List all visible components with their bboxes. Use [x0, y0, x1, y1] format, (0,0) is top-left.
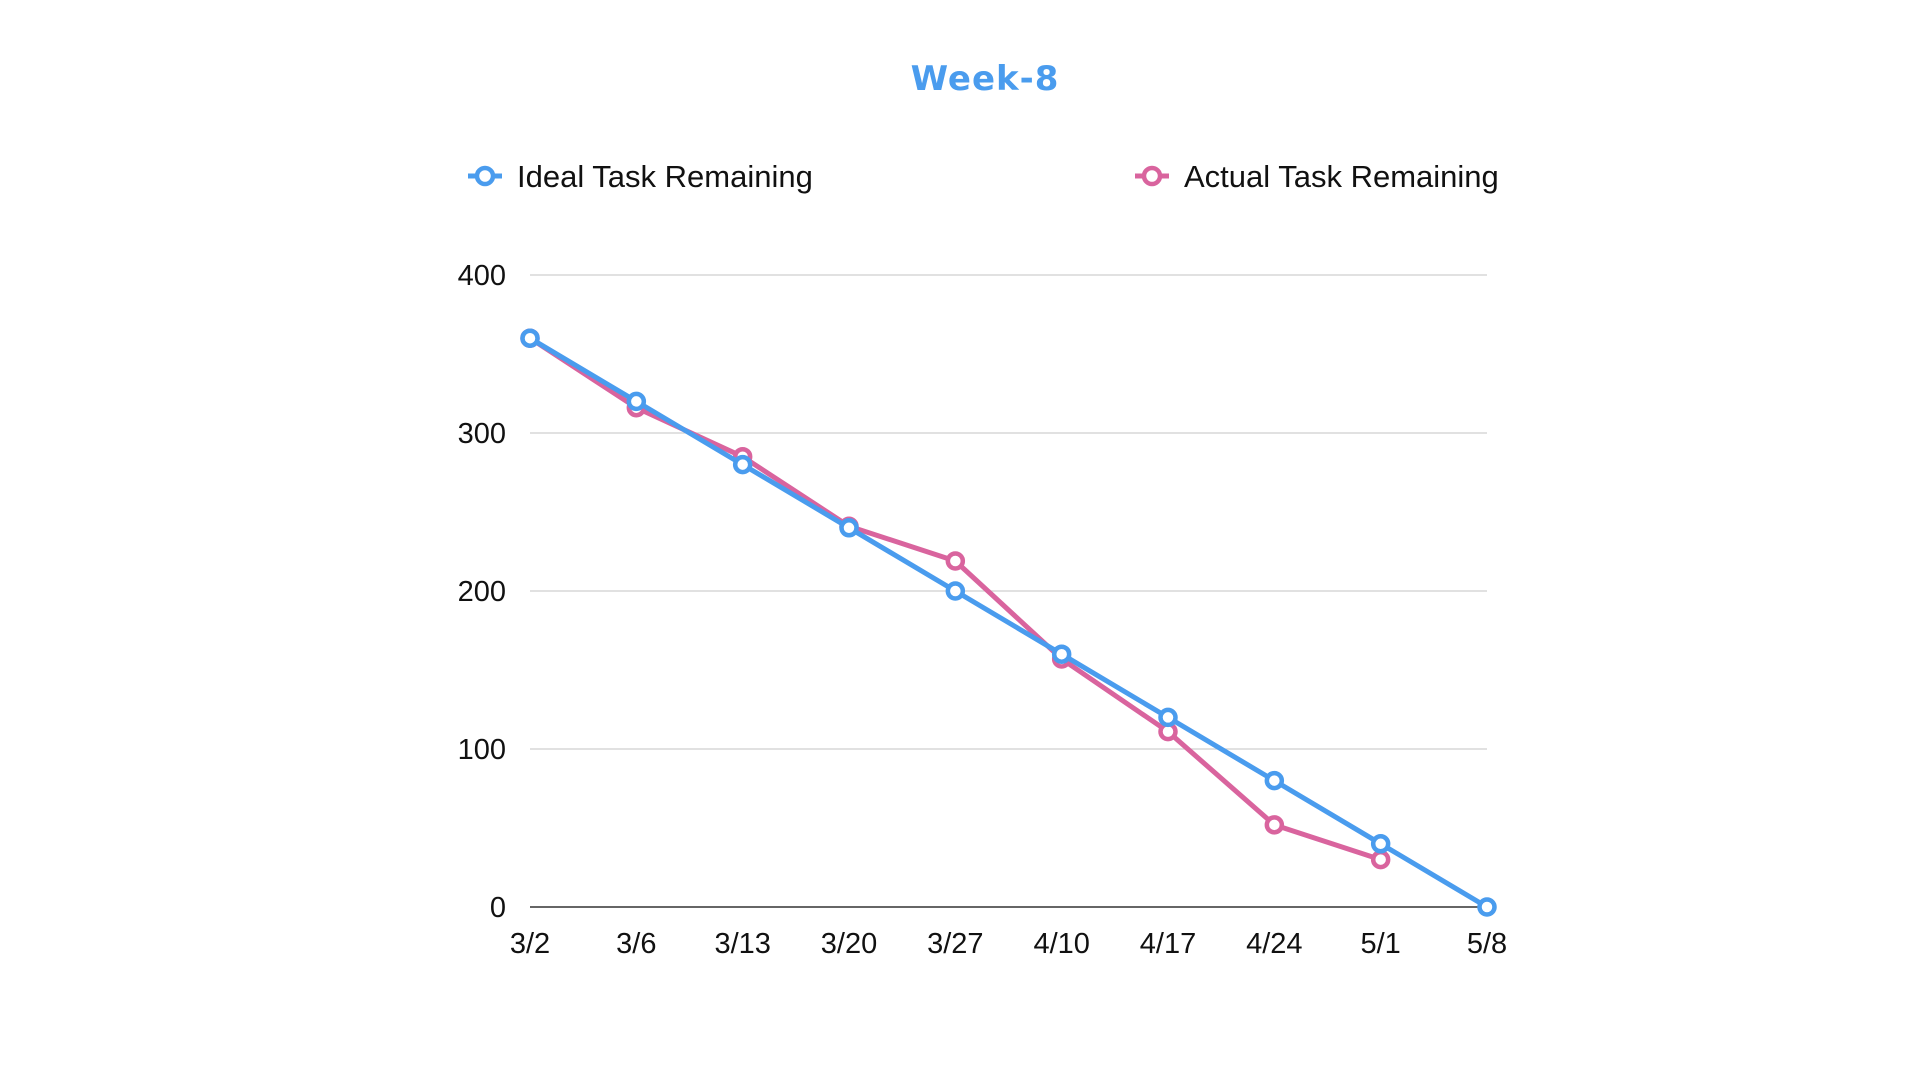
chart-title: Week-8: [911, 59, 1060, 99]
x-tick-label: 4/10: [1033, 928, 1089, 960]
x-tick-label: 4/24: [1246, 928, 1302, 960]
x-tick-label: 3/20: [821, 928, 877, 960]
data-point: [945, 581, 966, 601]
y-axis-ticks: 0 100 200 300 400: [458, 260, 506, 924]
x-tick-label: 3/27: [927, 928, 983, 960]
data-point: [1264, 815, 1285, 835]
data-point: [1264, 770, 1285, 791]
x-axis-ticks: 3/2 3/6 3/13 3/20 3/27 4/10 4/17 4/24 5/1 5/8: [510, 928, 1507, 960]
x-tick-label: 3/13: [714, 928, 770, 960]
legend: Ideal Task Remaining Actual Task Remainin…: [468, 159, 1499, 194]
data-point: [839, 518, 859, 538]
data-point: [626, 391, 647, 412]
series-line-0: [527, 335, 1490, 910]
data-point: [1370, 849, 1391, 870]
data-point: [732, 454, 753, 475]
y-tick-label: 100: [458, 734, 506, 766]
y-tick-label: 400: [458, 260, 506, 292]
series-layer: [520, 328, 1497, 917]
data-point: [520, 328, 540, 348]
data-point: [1051, 644, 1072, 664]
y-tick-label: 300: [458, 418, 506, 450]
y-tick-label: 0: [490, 892, 506, 924]
data-point: [945, 551, 966, 571]
legend-item-0: Ideal Task Remaining: [468, 159, 813, 194]
data-point: [1370, 834, 1391, 854]
legend-marker: [1141, 165, 1163, 187]
x-tick-label: 4/17: [1140, 928, 1196, 960]
legend-marker: [474, 165, 496, 187]
data-point: [1477, 897, 1497, 917]
gridlines: [530, 274, 1487, 750]
x-tick-label: 5/8: [1467, 928, 1507, 960]
y-tick-label: 200: [458, 576, 506, 608]
legend-item-1: Actual Task Remaining: [1135, 159, 1499, 194]
legend-label: Actual Task Remaining: [1184, 159, 1499, 194]
x-tick-label: 3/6: [616, 928, 656, 960]
x-tick-label: 5/1: [1361, 928, 1401, 960]
data-point: [1158, 707, 1178, 728]
legend-label: Ideal Task Remaining: [517, 159, 813, 194]
x-tick-label: 3/2: [510, 928, 550, 960]
series-0: [520, 328, 1497, 917]
